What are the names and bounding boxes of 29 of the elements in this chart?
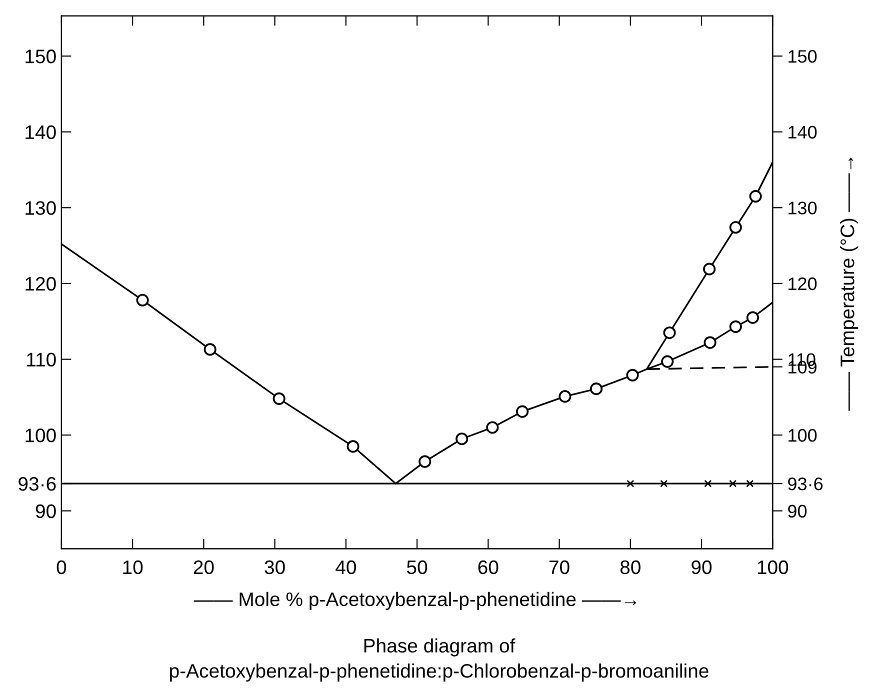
x-tick-label: 30 (264, 560, 285, 574)
y2-tick-label: 150 (788, 50, 817, 63)
x-tick-label: 60 (478, 560, 498, 574)
y2-tick-label: 90 (788, 504, 807, 518)
y2-tick-label: 93·6 (788, 478, 823, 490)
y-tick-label: 110 (27, 352, 56, 367)
y-tick-label: 140 (26, 125, 56, 140)
y-tick-label: 150 (26, 50, 56, 64)
x-tick-label: 10 (123, 560, 143, 574)
x-tick-label: 20 (194, 560, 214, 574)
text: Phase diagram of p-Acetoxybenzal-p-phenetidine:p-Chlorobenzal-p-bromoaniline (170, 638, 708, 682)
x-tick-label: 0 (56, 560, 66, 574)
x-axis-title: —— Mole % p-Acetoxybenzal-p-phenetidine ——→ (194, 592, 636, 610)
y2-axis-title: —— Temperature (°C) ——→ (840, 158, 858, 411)
x-tick-label: 90 (692, 560, 712, 574)
x-tick-label: 40 (336, 560, 356, 574)
y2-tick-label: 100 (788, 429, 817, 442)
y2-tick-label: 140 (788, 126, 817, 139)
x-tick-label: 80 (620, 560, 640, 574)
y-tick-label: 93·6 (18, 477, 56, 491)
x-tick-label: 50 (407, 560, 428, 574)
y2-tick-label: 120 (788, 277, 817, 290)
y-tick-label: 100 (26, 428, 56, 442)
y-tick-label: 90 (36, 504, 56, 518)
y-tick-label: 120 (26, 276, 56, 291)
x-tick-label: 100 (758, 560, 788, 574)
x-tick-label: 70 (549, 560, 570, 574)
y-tick-label: 130 (26, 201, 56, 215)
y2-tick-label: 130 (788, 202, 817, 214)
